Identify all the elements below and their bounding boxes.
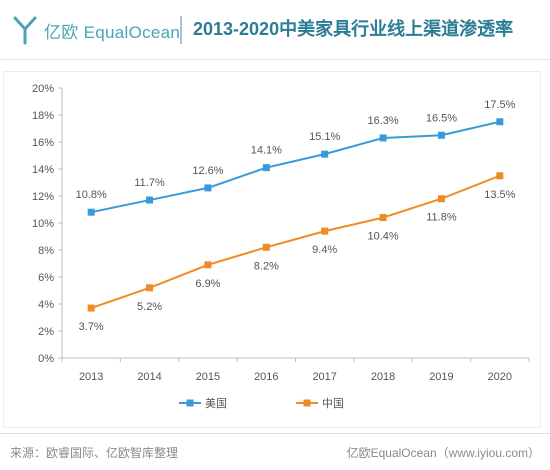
header-separator (0, 59, 550, 60)
footer-brand: 亿欧EqualOcean（www.iyiou.com） (346, 446, 540, 460)
y-tick-label: 18% (32, 110, 54, 122)
header: 亿欧 EqualOcean 2013-2020中美家具行业线上渠道渗透率 (0, 0, 550, 60)
data-label: 10.8% (76, 189, 107, 201)
y-tick-label: 12% (32, 191, 54, 203)
data-point-marker (321, 227, 329, 235)
y-tick-label: 0% (38, 353, 54, 365)
data-point-marker (379, 214, 387, 222)
data-point-marker (87, 208, 95, 216)
data-label: 11.7% (134, 177, 165, 189)
legend-swatch-marker (186, 399, 194, 407)
series-line-1 (90, 174, 501, 309)
data-label: 10.4% (367, 231, 398, 243)
x-tick-label: 2015 (196, 371, 220, 383)
y-tick-label: 8% (38, 245, 54, 257)
data-point-marker (496, 172, 504, 180)
x-tick-label: 2013 (79, 371, 103, 383)
data-point-marker (437, 195, 445, 203)
data-label: 13.5% (484, 189, 515, 201)
data-label: 14.1% (251, 145, 282, 157)
data-point-marker (262, 164, 270, 172)
data-point-marker (437, 131, 445, 139)
data-label: 16.3% (367, 115, 398, 127)
data-point-marker (146, 284, 154, 292)
line-chart: 0% 2% 4% 6% 8% 10% 12% 14% 16% 18% 20% 2013 2014 2015… (32, 83, 530, 410)
data-point-marker (87, 304, 95, 312)
data-label: 8.2% (254, 260, 279, 272)
x-tick-label: 2020 (488, 371, 512, 383)
data-label: 12.6% (192, 165, 223, 177)
data-point-marker (204, 261, 212, 269)
brand-logo: 亿欧 EqualOcean (12, 14, 180, 46)
legend-label: 中国 (322, 397, 344, 410)
data-label: 15.1% (309, 131, 340, 143)
legend-label: 美国 (205, 397, 227, 410)
y-tick-label: 4% (38, 299, 54, 311)
logo-text: 亿欧 EqualOcean (44, 22, 181, 42)
x-tick-label: 2018 (371, 371, 395, 383)
x-tick-label: 2016 (254, 371, 278, 383)
x-tick-label: 2014 (137, 371, 161, 383)
data-label: 9.4% (312, 244, 337, 256)
data-point-marker (204, 184, 212, 192)
data-label: 3.7% (79, 321, 104, 333)
data-label: 6.9% (195, 278, 220, 290)
series-line-0 (90, 120, 501, 214)
x-tick-label: 2017 (312, 371, 336, 383)
data-point-marker (146, 196, 154, 204)
y-tick-label: 14% (32, 164, 54, 176)
data-label: 16.5% (426, 112, 457, 124)
chart-panel: 0% 2% 4% 6% 8% 10% 12% 14% 16% 18% 20% 2013 2014 2015… (3, 71, 541, 428)
logo-icon (13, 16, 37, 45)
y-tick-label: 10% (32, 218, 54, 230)
data-point-marker (262, 243, 270, 251)
y-tick-label: 2% (38, 326, 54, 338)
data-point-marker (379, 134, 387, 142)
data-label: 17.5% (484, 99, 515, 111)
y-tick-label: 20% (32, 83, 54, 95)
data-point-marker (321, 150, 329, 158)
source-note: 来源：欧睿国际、亿欧智库整理 (10, 446, 179, 460)
footer-separator (0, 433, 550, 434)
legend-swatch-marker (303, 399, 311, 407)
data-point-marker (496, 118, 504, 126)
data-label: 5.2% (137, 301, 162, 313)
y-tick-label: 16% (32, 137, 54, 149)
chart-title: 2013-2020中美家具行业线上渠道渗透率 (193, 19, 514, 39)
x-tick-label: 2019 (429, 371, 453, 383)
y-tick-label: 6% (38, 272, 54, 284)
header-divider (180, 16, 182, 44)
data-label: 11.8% (426, 212, 457, 224)
